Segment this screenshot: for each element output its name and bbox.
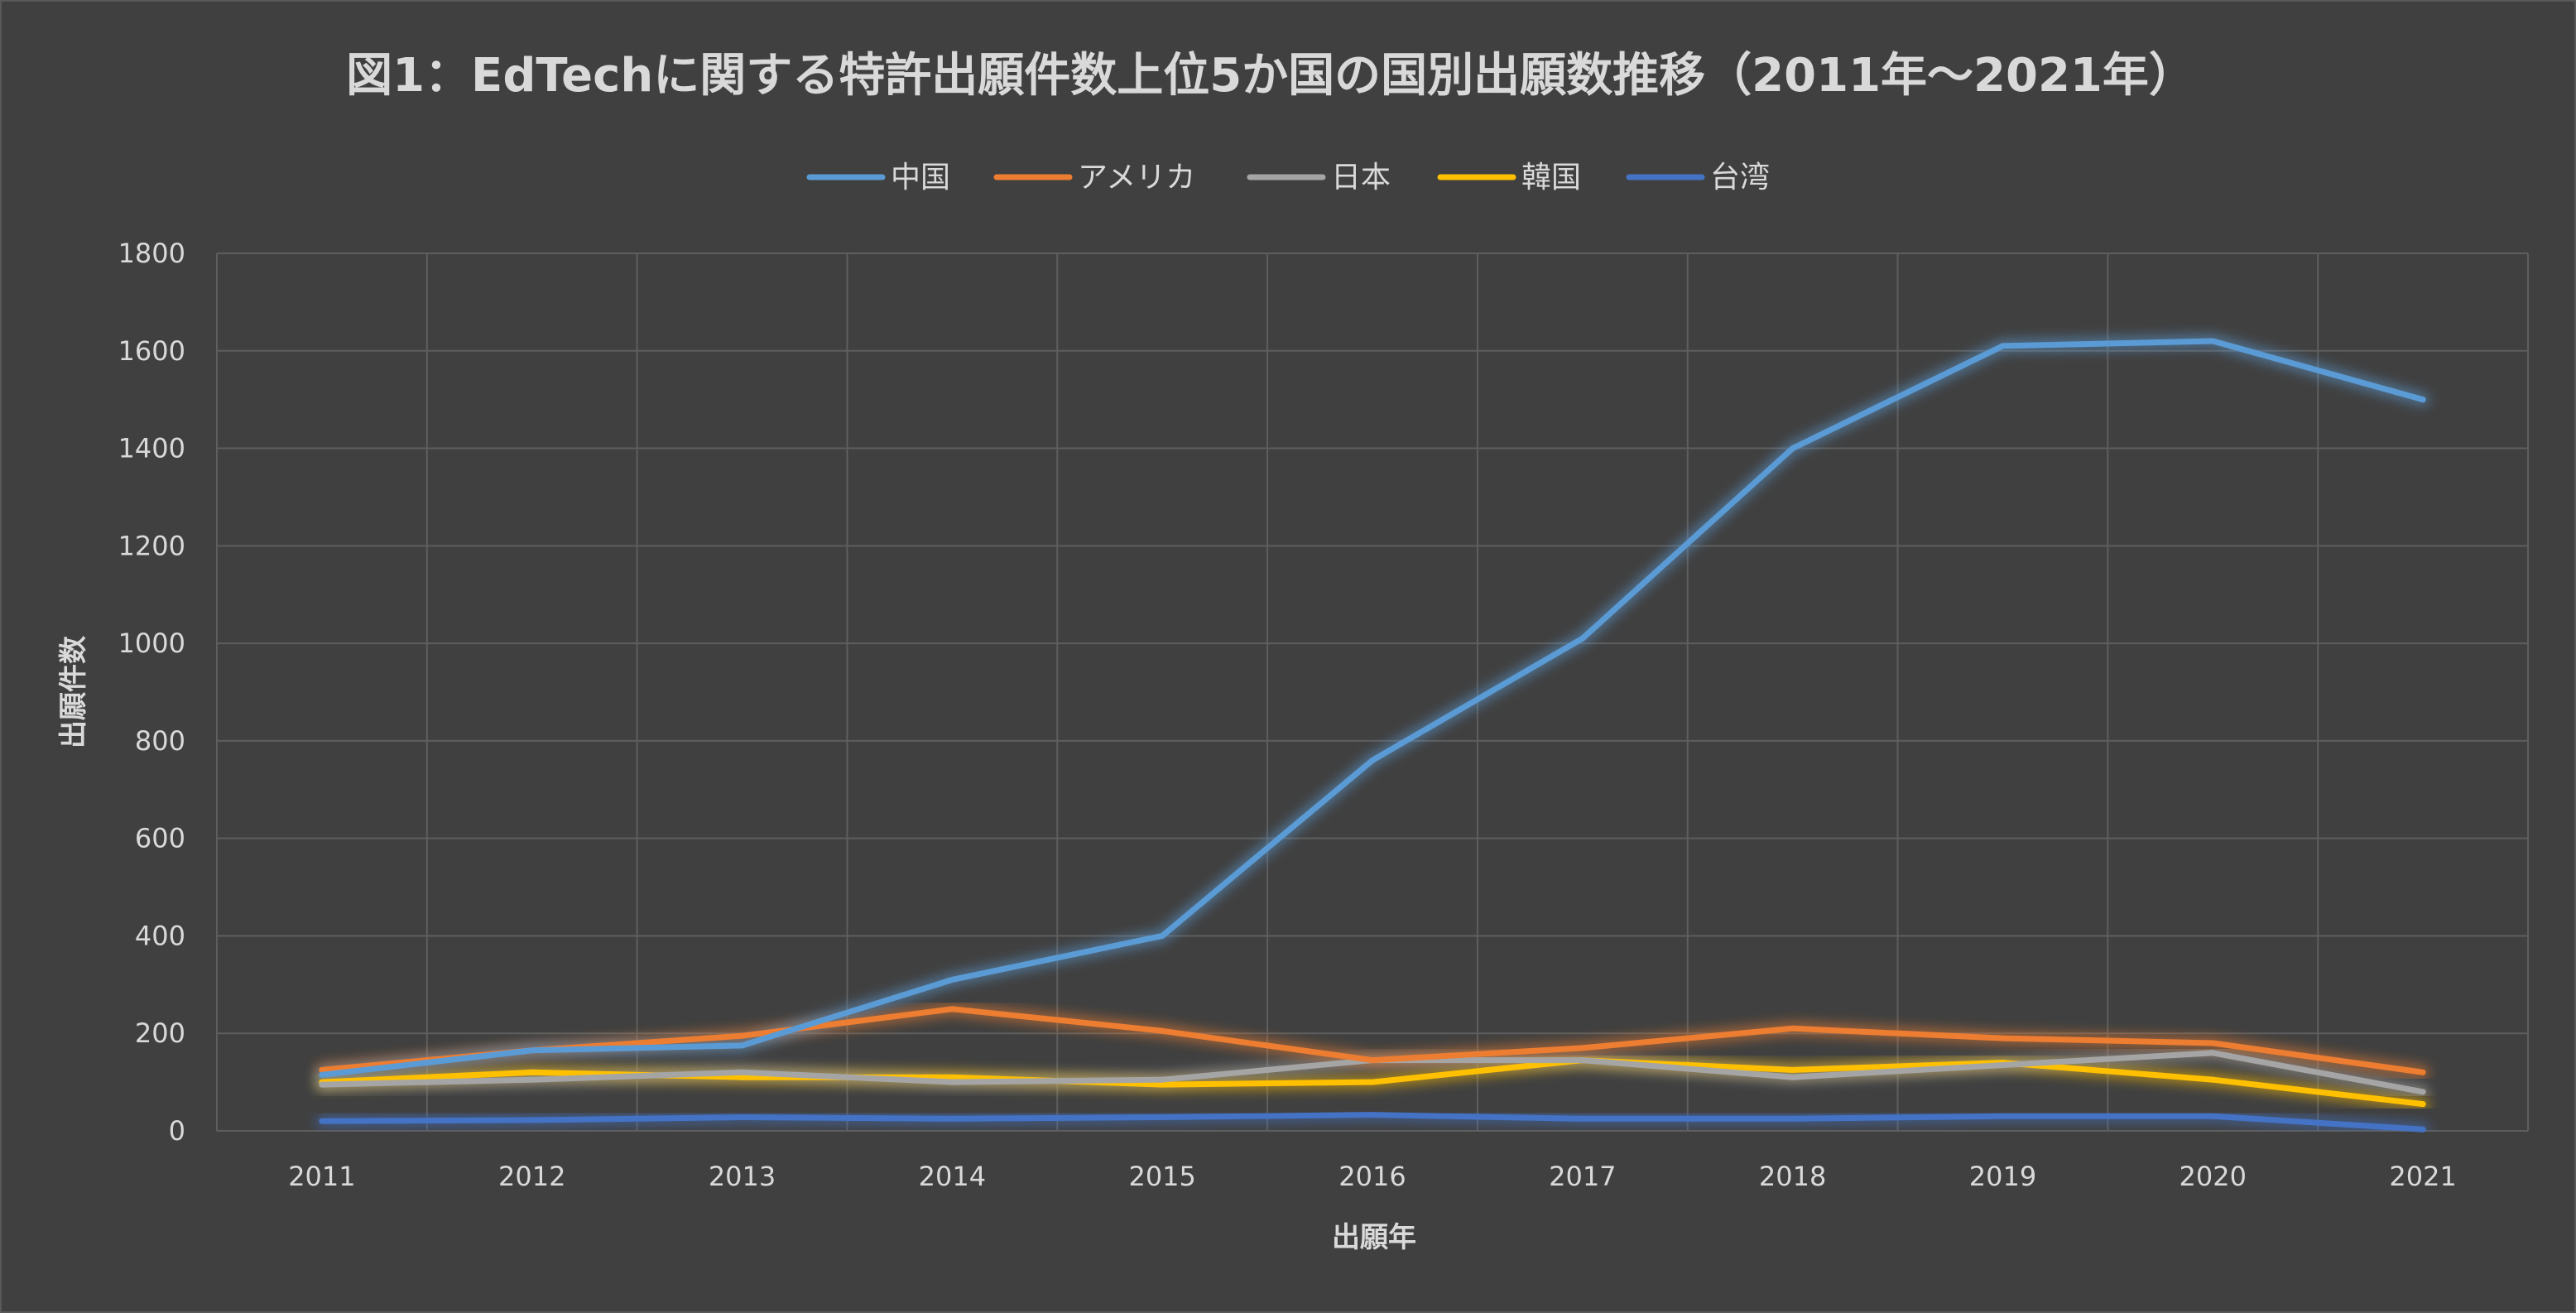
y-tick-label: 200: [135, 1017, 185, 1049]
legend-item: アメリカ: [993, 161, 1195, 195]
data-point: [319, 1071, 325, 1078]
legend-label: 韓国: [1521, 161, 1581, 195]
data-point: [2209, 338, 2216, 344]
x-tick-label: 2015: [1128, 1161, 1195, 1192]
data-point: [319, 1118, 325, 1124]
data-point: [1790, 1066, 1796, 1073]
data-point: [1579, 635, 1586, 642]
data-point: [2209, 1040, 2216, 1046]
x-tick-label: 2020: [2180, 1161, 2247, 1192]
data-point: [2420, 1101, 2426, 1108]
legend-label: 日本: [1331, 161, 1391, 195]
data-point: [739, 1042, 746, 1049]
y-tick-label: 400: [135, 920, 185, 951]
data-point: [1579, 1115, 1586, 1122]
data-point: [2420, 1069, 2426, 1075]
data-point: [1999, 343, 2006, 349]
data-point: [2420, 397, 2426, 403]
data-point: [1159, 932, 1165, 939]
data-point: [1790, 445, 1796, 452]
data-point: [1369, 1057, 1376, 1064]
data-point: [739, 1074, 746, 1080]
data-point: [1999, 1035, 2006, 1041]
y-tick-label: 1600: [118, 335, 185, 367]
data-point: [2420, 1126, 2426, 1133]
y-tick-label: 1200: [118, 530, 185, 561]
y-tick-label: 1000: [118, 628, 185, 659]
data-point: [319, 1081, 325, 1088]
data-point: [1579, 1045, 1586, 1051]
legend-item: 日本: [1247, 161, 1391, 195]
data-point: [949, 1115, 955, 1122]
data-point: [1790, 1115, 1796, 1122]
data-point: [739, 1069, 746, 1075]
data-point: [949, 976, 955, 983]
x-tick-label: 2011: [288, 1161, 355, 1192]
data-point: [1999, 1062, 2006, 1068]
series-lines: [319, 338, 2426, 1133]
x-axis-title: 出願年: [1332, 1221, 1416, 1254]
data-point: [1159, 1076, 1165, 1083]
x-tick-label: 2014: [919, 1161, 986, 1192]
x-tick-label: 2016: [1338, 1161, 1406, 1192]
data-point: [1579, 1057, 1586, 1064]
legend-item: 中国: [806, 161, 950, 195]
data-point: [2209, 1050, 2216, 1056]
data-point: [529, 1069, 536, 1075]
data-point: [739, 1032, 746, 1039]
data-point: [1159, 1114, 1165, 1121]
x-tick-label: 2017: [1549, 1161, 1616, 1192]
y-tick-label: 1400: [118, 433, 185, 464]
y-tick-label: 600: [135, 823, 185, 854]
legend-label: 中国: [891, 161, 950, 195]
y-axis-title: 出願件数: [57, 636, 90, 748]
legend-label: アメリカ: [1078, 161, 1195, 195]
data-point: [529, 1047, 536, 1054]
data-point: [1999, 1113, 2006, 1119]
x-tick-label: 2018: [1759, 1161, 1826, 1192]
data-point: [2209, 1113, 2216, 1119]
data-point: [949, 1006, 955, 1012]
x-tick-label: 2021: [2389, 1161, 2456, 1192]
data-point: [1369, 1112, 1376, 1118]
x-tick-label: 2013: [709, 1161, 776, 1192]
data-point: [529, 1117, 536, 1123]
data-point: [1159, 1081, 1165, 1088]
legend: 中国 アメリカ 日本 韓国 台湾: [806, 161, 1770, 195]
data-point: [949, 1074, 955, 1080]
data-point: [2209, 1076, 2216, 1083]
x-tick-label: 2019: [1969, 1161, 2036, 1192]
data-point: [529, 1076, 536, 1083]
y-tick-label: 0: [169, 1115, 185, 1147]
legend-label: 台湾: [1710, 161, 1770, 195]
y-tick-label: 1800: [118, 238, 185, 269]
x-tick-label: 2012: [498, 1161, 565, 1192]
data-point: [1790, 1074, 1796, 1080]
x-axis-tick-labels: 2011 2012 2013 2014 2015 2016 2017 2018 2019 2020…: [288, 1161, 2457, 1192]
y-tick-label: 800: [135, 725, 185, 757]
data-point: [1790, 1025, 1796, 1032]
chart-title: 図1：EdTechに関する特許出願件数上位5か国の国別出願数推移（2011年～2…: [346, 49, 2195, 103]
data-point: [1369, 1079, 1376, 1085]
y-axis-tick-labels: 0 200 400 600 800 1000 1200 1400 1600 1800: [118, 238, 185, 1147]
legend-item: 韓国: [1437, 161, 1581, 195]
data-point: [1159, 1027, 1165, 1034]
legend-item: 台湾: [1626, 161, 1770, 195]
data-point: [949, 1079, 955, 1085]
data-point: [739, 1114, 746, 1121]
data-point: [1369, 757, 1376, 763]
data-point: [319, 1066, 325, 1073]
data-point: [2420, 1089, 2426, 1095]
